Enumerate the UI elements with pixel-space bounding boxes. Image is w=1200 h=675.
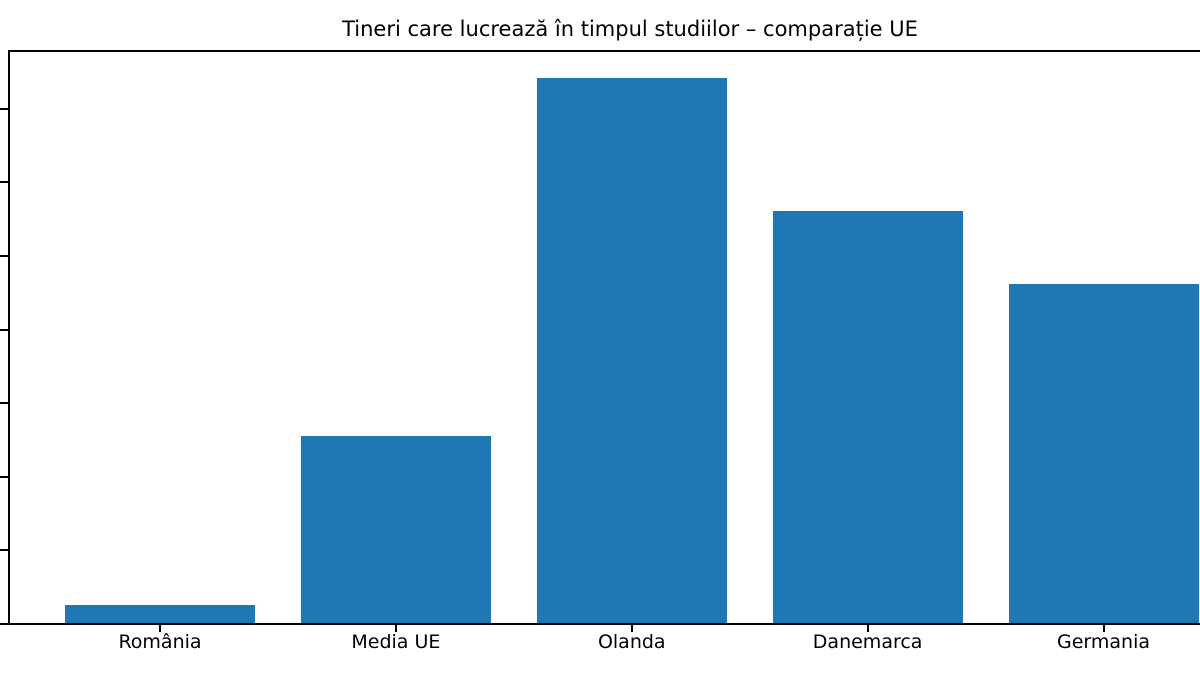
bar-românia [65, 604, 255, 623]
x-axis-label: Olanda [597, 631, 666, 653]
y-tick-mark [0, 402, 8, 405]
bar-media-ue [300, 436, 491, 623]
x-axis-label: Danemarca [812, 631, 923, 653]
y-tick-mark [0, 107, 8, 110]
y-tick-mark [0, 475, 8, 478]
y-tick-mark [0, 549, 8, 552]
y-tick-mark [0, 328, 8, 331]
bar-olanda [536, 78, 727, 623]
bar-danemarca [772, 210, 963, 623]
x-tick-mark [1102, 625, 1105, 632]
bar-germania [1008, 284, 1199, 623]
x-axis-label: România [118, 631, 202, 653]
y-tick-mark [0, 255, 8, 257]
x-axis-label: Media UE [351, 631, 441, 653]
x-tick-mark [159, 625, 161, 632]
x-axis-label: Germania [1056, 631, 1151, 653]
chart-title: Tineri care lucrează în timpul studiilor… [342, 17, 918, 41]
y-tick-mark [0, 181, 8, 184]
x-tick-mark [630, 625, 633, 632]
x-tick-mark [866, 625, 869, 632]
y-tick-mark [0, 623, 8, 625]
plot-area [8, 50, 1200, 625]
x-tick-mark [394, 625, 397, 632]
